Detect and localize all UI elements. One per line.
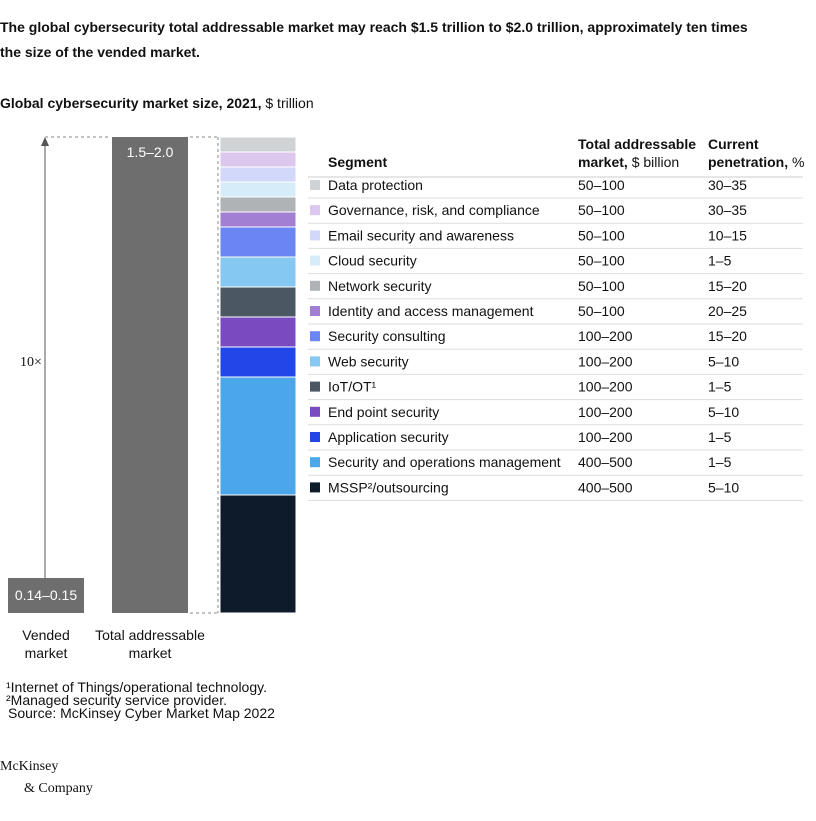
tam-value: 400–500 <box>578 454 633 470</box>
header-pen: penetration, % <box>708 154 804 170</box>
stack-segment <box>219 226 297 258</box>
logo: & Company <box>24 781 93 796</box>
stack-segment <box>219 211 297 228</box>
stack-segment <box>219 151 297 168</box>
total-value: 1.5–2.0 <box>127 144 174 160</box>
penetration-value: 1–5 <box>708 429 732 445</box>
segment-name: Email security and awareness <box>328 227 514 243</box>
total-label-line: Total addressable <box>95 627 205 643</box>
header-pen-unit: % <box>792 154 804 170</box>
segment-name: Security consulting <box>328 328 446 344</box>
penetration-value: 15–20 <box>708 328 747 344</box>
stack-segment <box>219 136 297 153</box>
header-pen-bold: penetration, <box>708 154 788 170</box>
segment-name: Security and operations management <box>328 454 561 470</box>
segment-name: Web security <box>328 353 409 369</box>
penetration-value: 1–5 <box>708 379 732 395</box>
segment-name: Network security <box>328 278 431 294</box>
vended-value: 0.14–0.15 <box>15 587 77 603</box>
swatch <box>310 406 320 417</box>
tam-value: 50–100 <box>578 278 625 294</box>
segment-name: IoT/OT¹ <box>328 379 377 395</box>
swatch <box>310 432 320 442</box>
footnote: ¹Internet of Things/operational technolo… <box>6 679 267 695</box>
stack-segment <box>219 181 297 198</box>
footnote: ²Managed security service provider. <box>6 692 227 708</box>
header-pen: Current <box>708 136 759 152</box>
tam-value: 100–200 <box>578 328 633 344</box>
tam-value: 100–200 <box>578 429 633 445</box>
multiplier: 10× <box>20 355 42 370</box>
stack-segment <box>219 494 297 614</box>
tam-value: 50–100 <box>578 253 625 269</box>
segment-name: Data protection <box>328 177 423 193</box>
tam-value: 400–500 <box>578 479 633 495</box>
segment-name: Application security <box>328 429 449 445</box>
swatch <box>310 331 320 342</box>
title-line: the size of the vended market. <box>0 44 200 60</box>
swatch <box>310 356 320 367</box>
arrow-head <box>41 137 49 146</box>
stack-segment <box>219 166 297 183</box>
stack-segment <box>219 376 297 496</box>
header-tam-unit: $ billion <box>632 154 679 170</box>
total-bar <box>112 137 188 613</box>
stack-segment <box>219 196 297 213</box>
segment-name: Identity and access management <box>328 303 534 319</box>
logo: McKinsey <box>0 759 58 774</box>
swatch <box>310 230 320 241</box>
swatch <box>310 180 320 190</box>
subtitle: Global cybersecurity market size, 2021, … <box>0 95 314 111</box>
swatch <box>310 457 320 468</box>
penetration-value: 5–10 <box>708 353 739 369</box>
vended-label: Vended market <box>22 627 70 661</box>
penetration-value: 30–35 <box>708 202 747 218</box>
swatch <box>310 205 320 216</box>
tam-value: 50–100 <box>578 303 625 319</box>
header-segment: Segment <box>328 154 387 170</box>
penetration-value: 10–15 <box>708 227 747 243</box>
tam-value: 50–100 <box>578 227 625 243</box>
title: The global cybersecurity total addressab… <box>0 19 748 60</box>
stack-segment <box>219 346 297 378</box>
tam-value: 50–100 <box>578 202 625 218</box>
total-label: Total addressable market <box>95 627 205 661</box>
swatch <box>310 306 320 316</box>
tam-value: 100–200 <box>578 404 633 420</box>
stack-segment <box>219 286 297 318</box>
penetration-value: 1–5 <box>708 253 732 269</box>
segment-name: End point security <box>328 404 439 420</box>
penetration-value: 5–10 <box>708 404 739 420</box>
swatch <box>310 255 320 266</box>
header-tam: Total addressable <box>578 136 696 152</box>
header-tam: market, $ billion <box>578 154 679 170</box>
penetration-value: 1–5 <box>708 454 732 470</box>
stack-segment <box>219 316 297 348</box>
footnote: Source: McKinsey Cyber Market Map 2022 <box>8 705 275 721</box>
segment-name: Cloud security <box>328 253 417 269</box>
penetration-value: 30–35 <box>708 177 747 193</box>
subtitle-unit: $ trillion <box>265 95 313 111</box>
header-tam-bold: market, <box>578 154 628 170</box>
stack-segment <box>219 256 297 288</box>
swatch <box>310 482 320 493</box>
segment-name: MSSP²/outsourcing <box>328 479 449 495</box>
penetration-value: 5–10 <box>708 479 739 495</box>
total-label-line: market <box>129 645 172 661</box>
subtitle-bold: Global cybersecurity market size, 2021, <box>0 95 261 111</box>
tam-value: 100–200 <box>578 353 633 369</box>
title-line: The global cybersecurity total addressab… <box>0 19 748 35</box>
swatch <box>310 280 320 291</box>
swatch <box>310 381 320 392</box>
tam-value: 50–100 <box>578 177 625 193</box>
penetration-value: 15–20 <box>708 278 747 294</box>
vended-bar <box>8 578 84 613</box>
segment-name: Governance, risk, and compliance <box>328 202 540 218</box>
penetration-value: 20–25 <box>708 303 747 319</box>
tam-value: 100–200 <box>578 379 633 395</box>
